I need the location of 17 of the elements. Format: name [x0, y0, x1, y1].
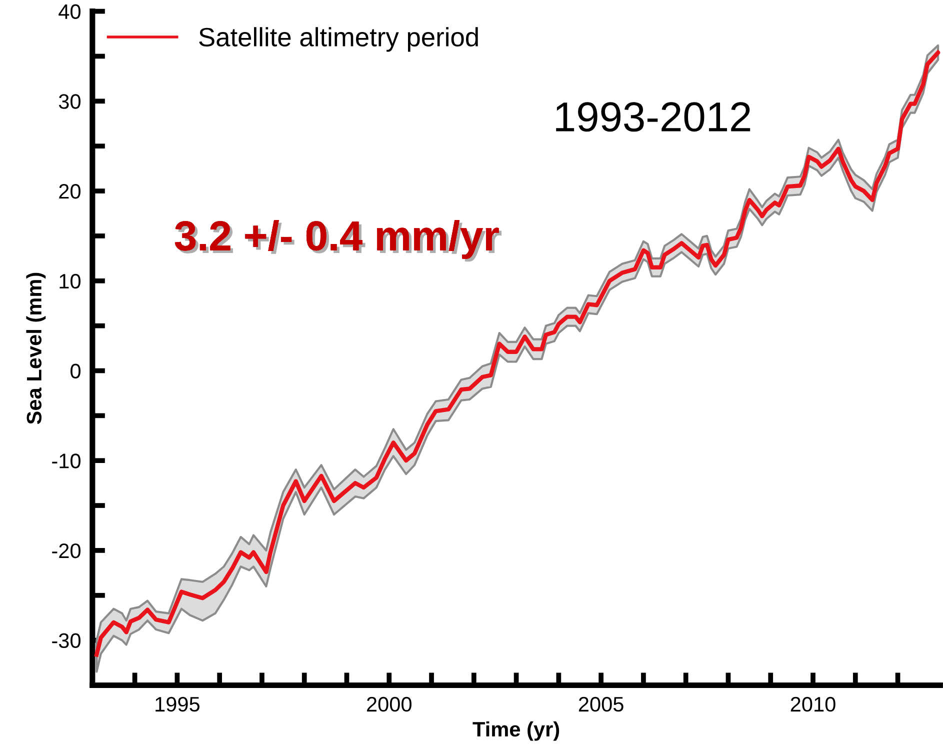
x-tick-label: 2005	[578, 696, 624, 712]
y-tick-label: -10	[52, 454, 80, 468]
x-axis-title: Time (yr)	[472, 721, 560, 741]
legend-label: Satellite altimetry period	[199, 27, 478, 52]
y-tick-label: 20	[59, 184, 80, 199]
y-tick-label: -30	[52, 633, 80, 648]
x-tick-label: 2010	[790, 696, 836, 712]
x-tick-label: 1995	[156, 696, 200, 712]
y-tick-label: 10	[60, 274, 80, 289]
y-tick-label: 30	[58, 94, 80, 109]
y-axis-title: Sea Level (mm)	[26, 272, 46, 424]
x-tick-label: 2000	[367, 696, 412, 712]
y-tick-label: -20	[52, 543, 80, 558]
y-tick-label: 40	[58, 4, 80, 20]
y-tick-label: 0	[70, 364, 80, 378]
annotation: 3.2 +/- 0.4 mm/yr	[174, 220, 502, 262]
annotation: 1993-2012	[556, 102, 750, 132]
